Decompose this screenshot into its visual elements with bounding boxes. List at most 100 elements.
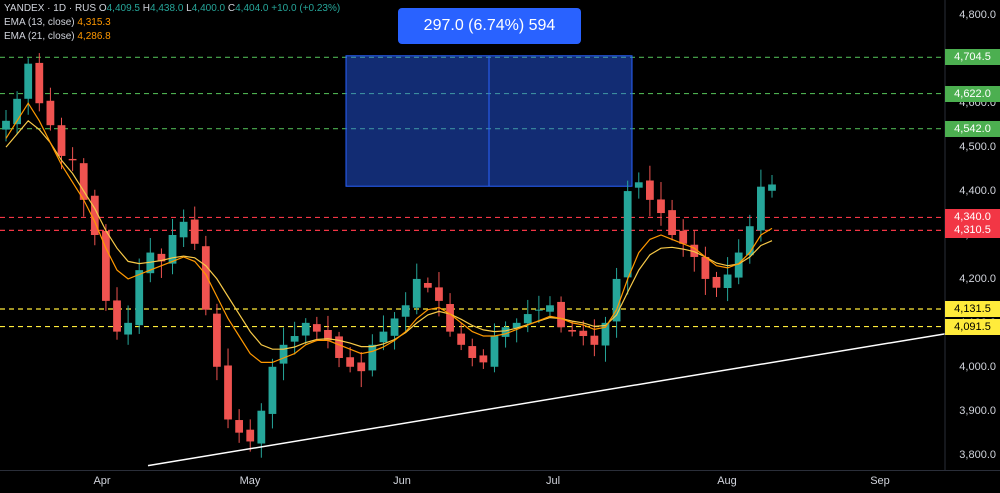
candle-body[interactable] <box>213 313 221 367</box>
candle-body[interactable] <box>435 287 443 301</box>
candle-body[interactable] <box>190 219 199 244</box>
high-label: H <box>142 3 151 14</box>
candle-body[interactable] <box>35 62 44 104</box>
candle-body[interactable] <box>46 100 55 126</box>
candle-body[interactable] <box>201 246 210 310</box>
candle-body[interactable] <box>368 344 377 371</box>
candle-body[interactable] <box>257 410 266 444</box>
candle-body[interactable] <box>102 230 110 301</box>
candle-body[interactable] <box>501 327 510 337</box>
candle-body[interactable] <box>734 252 743 278</box>
candle-body[interactable] <box>113 300 121 332</box>
level-price-label: 4,131.5 <box>945 301 1000 317</box>
candle-body[interactable] <box>690 244 699 257</box>
candle-body[interactable] <box>534 309 543 311</box>
candle-body[interactable] <box>568 329 577 332</box>
candle-body[interactable] <box>546 305 554 312</box>
candle-body[interactable] <box>57 125 66 156</box>
candle-body[interactable] <box>390 318 399 336</box>
ema13-legend[interactable]: EMA (13, close) 4,315.3 <box>4 16 340 30</box>
candle-body[interactable] <box>179 221 188 238</box>
level-price-label: 4,091.5 <box>945 318 1000 335</box>
candle-body[interactable] <box>745 226 754 256</box>
x-tick-label: Jul <box>545 475 561 487</box>
level-price-label: 4,310.5 <box>945 222 1000 239</box>
candle-body[interactable] <box>645 180 654 200</box>
candle-body[interactable] <box>401 305 410 317</box>
candle-body[interactable] <box>523 314 532 324</box>
candle-body[interactable] <box>124 322 133 335</box>
candle-body[interactable] <box>468 346 477 358</box>
candle-body[interactable] <box>668 210 676 235</box>
candle-body[interactable] <box>301 322 310 336</box>
candle-body[interactable] <box>590 335 599 345</box>
candle-body[interactable] <box>279 344 288 364</box>
candle-body[interactable] <box>712 276 721 288</box>
y-tick-label: 3,900.0 <box>959 404 996 417</box>
candle-body[interactable] <box>768 184 776 191</box>
candle-body[interactable] <box>557 301 565 328</box>
candle-body[interactable] <box>446 304 454 332</box>
level-price-label: 4,542.0 <box>945 120 1000 137</box>
price-axis[interactable]: 3,800.03,900.04,000.04,100.04,200.04,300… <box>945 0 1000 470</box>
symbol-line: YANDEX · 1D · RUS <box>4 3 97 14</box>
low-value: 4,400.0 <box>191 3 226 14</box>
candle-body[interactable] <box>457 333 466 345</box>
candle-body[interactable] <box>623 191 632 278</box>
candle-body[interactable] <box>412 278 421 308</box>
y-tick-label: 4,800.0 <box>959 9 996 22</box>
candle-body[interactable] <box>634 182 643 188</box>
candle-body[interactable] <box>335 336 343 358</box>
y-tick-label: 4,200.0 <box>959 272 996 285</box>
candle-body[interactable] <box>579 330 588 337</box>
candle-body[interactable] <box>157 253 166 262</box>
candle-body[interactable] <box>679 230 688 244</box>
candle-body[interactable] <box>13 98 21 125</box>
candle-body[interactable] <box>224 365 232 420</box>
candle-body[interactable] <box>612 278 621 322</box>
candle-body[interactable] <box>357 362 366 372</box>
symbol-ohlc-row: YANDEX · 1D · RUS O4,409.5 H4,438.0 L4,4… <box>4 2 340 16</box>
candle-body[interactable] <box>657 199 665 214</box>
candle-body[interactable] <box>268 366 277 414</box>
price-chart[interactable] <box>0 0 1000 470</box>
candle-body[interactable] <box>79 163 88 200</box>
x-tick-label: May <box>239 475 261 487</box>
candle-body[interactable] <box>68 158 77 161</box>
candle-body[interactable] <box>757 186 765 231</box>
candle-body[interactable] <box>601 322 610 346</box>
candle-body[interactable] <box>379 331 388 343</box>
candle-body[interactable] <box>423 282 432 288</box>
candle-body[interactable] <box>701 256 710 279</box>
candle-body[interactable] <box>24 63 33 99</box>
candle-body[interactable] <box>290 336 299 342</box>
ema13-label: EMA (13, close) <box>4 17 75 28</box>
candle-body[interactable] <box>135 270 144 326</box>
level-price-label: 4,340.0 <box>945 209 1000 226</box>
candle-body[interactable] <box>2 120 10 130</box>
y-tick-label: 4,000.0 <box>959 360 996 373</box>
close-value: 4,404.0 <box>235 3 269 14</box>
candle-body[interactable] <box>235 420 244 433</box>
candle-body[interactable] <box>90 195 99 235</box>
ema21-label: EMA (21, close) <box>4 31 75 42</box>
x-tick-label: Sep <box>870 475 890 487</box>
time-axis[interactable]: Apr May Jun Jul Aug Sep <box>0 470 1000 493</box>
measure-tooltip: 297.0 (6.74%) 594 <box>398 8 581 44</box>
candle-body[interactable] <box>346 357 355 367</box>
candle-body[interactable] <box>312 324 321 332</box>
ema21-legend[interactable]: EMA (21, close) 4,286.8 <box>4 30 340 44</box>
candle-body[interactable] <box>479 355 488 363</box>
ema13-value: 4,315.3 <box>77 17 111 28</box>
candle-body[interactable] <box>512 322 521 328</box>
candle-body[interactable] <box>146 252 155 274</box>
candle-body[interactable] <box>168 235 177 264</box>
x-tick-label: Apr <box>93 475 111 487</box>
ema13-line <box>5 102 773 363</box>
legend: YANDEX · 1D · RUS O4,409.5 H4,438.0 L4,4… <box>4 2 340 44</box>
candle-body[interactable] <box>324 330 332 341</box>
trendline[interactable] <box>147 333 946 467</box>
candle-body[interactable] <box>246 429 255 442</box>
candle-body[interactable] <box>490 336 499 367</box>
candle-body[interactable] <box>723 274 732 289</box>
